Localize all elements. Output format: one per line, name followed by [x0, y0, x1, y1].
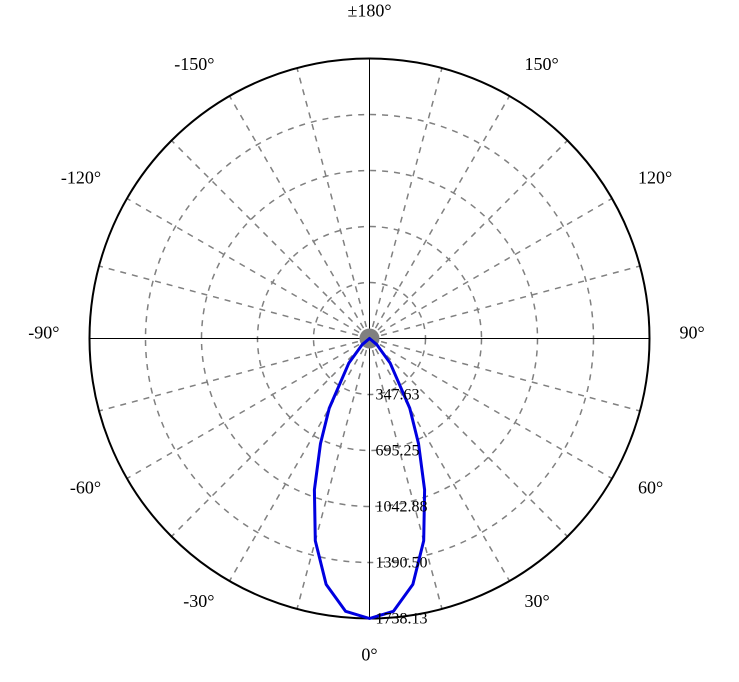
radial-label: 1390.50	[376, 554, 428, 571]
angle-label: -30°	[183, 591, 214, 611]
angle-label: 30°	[525, 591, 550, 611]
radial-label: 347.63	[376, 387, 420, 404]
angle-label: 120°	[638, 168, 672, 188]
angle-label: -90°	[28, 323, 59, 343]
angle-label: -120°	[61, 168, 101, 188]
polar-chart: 347.63 695.25 1042.88 1390.50 1738.13 0° 30° 60…	[0, 0, 739, 677]
polar-chart-container: 347.63 695.25 1042.88 1390.50 1738.13 0° 30° 60…	[0, 0, 739, 677]
angle-label: -60°	[70, 478, 101, 498]
radial-label: 695.25	[376, 442, 420, 459]
angle-label: 90°	[680, 323, 705, 343]
angle-label: 0°	[361, 645, 377, 665]
radial-label: 1042.88	[376, 499, 428, 516]
angle-label: 60°	[638, 478, 663, 498]
radial-label: 1738.13	[376, 611, 428, 628]
angle-label: 150°	[525, 54, 559, 74]
angle-label: -150°	[174, 54, 214, 74]
angle-label: ±180°	[347, 1, 391, 21]
